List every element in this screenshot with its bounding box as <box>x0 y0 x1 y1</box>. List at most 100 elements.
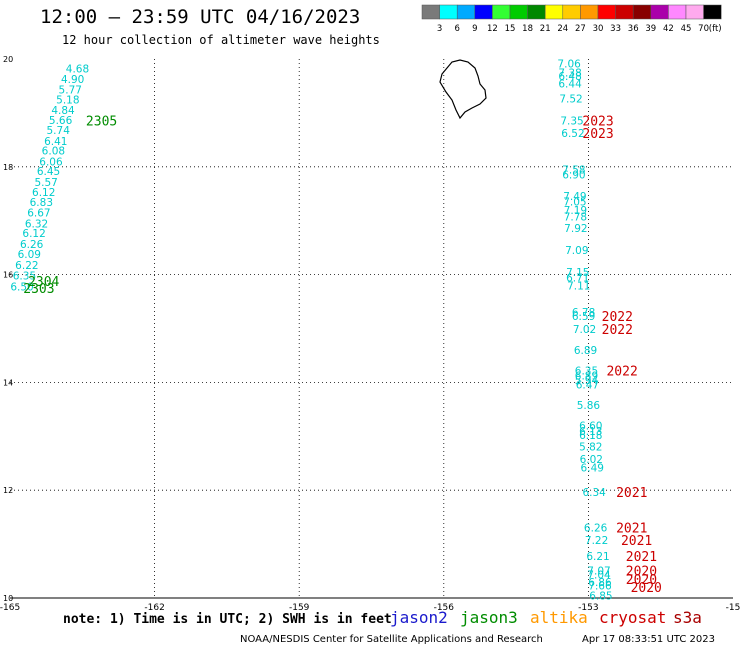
colorbar-swatch <box>632 4 652 20</box>
swh-value-label: 6.83 <box>30 197 53 209</box>
chart-subtitle: 12 hour collection of altimeter wave hei… <box>62 33 380 47</box>
swh-value-label: 6.59 <box>572 311 595 323</box>
x-tick-label: -15 <box>726 603 740 613</box>
swh-value-label: 6.13 <box>579 426 602 438</box>
swh-value-label: 6.18 <box>579 430 602 442</box>
time-annotation: 2022 <box>606 365 637 380</box>
colorbar-swatch <box>615 4 634 20</box>
swh-value-label: 7.04 <box>587 569 611 581</box>
colorbar-swatch <box>492 4 511 20</box>
swh-value-label: 6.21 <box>586 551 609 563</box>
swh-value-label: 6.32 <box>25 218 48 230</box>
y-tick-label: 10 <box>3 594 13 603</box>
swh-value-label: 6.12 <box>22 228 45 240</box>
x-tick-label: -165 <box>0 603 20 613</box>
wave-height-labels: 4.684.905.775.184.845.665.746.416.086.06… <box>10 58 612 602</box>
colorbar-label: 30 <box>593 24 604 34</box>
footer-timestamp: Apr 17 08:33:51 UTC 2023 <box>582 634 715 645</box>
swh-value-label: 5.57 <box>34 177 57 189</box>
x-tick-label: -153 <box>578 603 598 613</box>
colorbar-label: 70 <box>698 24 709 34</box>
swh-value-label: 6.89 <box>575 370 598 382</box>
swh-value-label: 6.86 <box>588 577 612 589</box>
swh-value-label: 5.66 <box>49 115 73 127</box>
y-tick-label: 16 <box>3 271 13 280</box>
colorbar-swatch <box>650 4 669 20</box>
time-annotation: 2020 <box>626 565 657 580</box>
legend-jason3: jason3 <box>460 608 518 627</box>
axes: -165 -162 -159 -156 -153 -15 10 12 14 16 18 20 <box>0 55 740 613</box>
swh-value-label: 6.26 <box>584 522 608 534</box>
time-annotation: 2021 <box>616 486 647 501</box>
colorbar-label: 27 <box>575 24 586 34</box>
swh-value-label: 6.50 <box>10 281 33 293</box>
swh-value-label: 5.94 <box>575 375 599 387</box>
swh-value-label: 6.78 <box>572 307 595 319</box>
swh-value-label: 6.22 <box>15 260 38 272</box>
swh-value-label: 6.85 <box>589 590 612 602</box>
swh-value-label: 7.19 <box>564 205 587 217</box>
x-tick-label: -156 <box>434 603 455 613</box>
time-annotation: 2020 <box>626 573 657 588</box>
colorbar-swatch <box>421 4 440 20</box>
legend-cryosat: cryosat <box>599 608 667 627</box>
legend-jason2: jason2 <box>390 608 448 627</box>
colorbar-label: 6 <box>454 24 459 34</box>
swh-value-label: 6.12 <box>32 187 55 199</box>
colorbar-label: 24 <box>557 24 568 34</box>
swh-value-label: 6.48 <box>558 71 581 83</box>
swh-value-label: 7.11 <box>567 280 590 292</box>
colorbar-swatch <box>668 4 687 20</box>
time-annotation: 2023 <box>582 114 613 129</box>
swh-value-label: 7.52 <box>559 93 582 105</box>
swh-value-label: 6.02 <box>580 454 603 466</box>
swh-value-label: 7.78 <box>564 211 587 223</box>
color-bar: 3 6 9 12 15 18 21 24 27 30 33 36 39 42 45 70 (ft) <box>421 4 722 34</box>
swh-value-label: 4.84 <box>51 105 75 117</box>
colorbar-swatch <box>456 4 476 20</box>
swh-value-label: 6.26 <box>20 239 44 251</box>
colorbar-swatch <box>597 4 616 20</box>
swh-value-label: 5.74 <box>47 125 71 137</box>
time-annotation: 2022 <box>602 310 633 325</box>
swh-value-label: 6.34 <box>582 487 606 499</box>
swh-value-label: 6.06 <box>39 156 63 168</box>
colorbar-swatch <box>544 4 564 20</box>
swh-value-label: 7.05 <box>563 196 586 208</box>
swh-value-label: 6.08 <box>42 146 65 158</box>
swh-value-label: 5.77 <box>59 85 82 97</box>
swh-value-label: 6.35 <box>575 366 598 378</box>
colorbar-label: 33 <box>610 24 621 34</box>
colorbar-label: 45 <box>681 24 692 34</box>
swh-value-label: 7.49 <box>563 191 586 203</box>
swh-value-label: 7.92 <box>564 223 587 235</box>
swh-value-label: 7.07 <box>587 566 610 578</box>
colorbar-label: 39 <box>645 24 656 34</box>
swh-value-label: 6.89 <box>574 345 597 357</box>
legend-s3a: s3a <box>673 608 702 627</box>
time-annotation: 2020 <box>631 581 662 596</box>
y-tick-label: 14 <box>3 378 13 387</box>
time-annotation: 2022 <box>602 323 633 338</box>
swh-value-label: 7.38 <box>558 67 581 79</box>
swh-value-label: 6.67 <box>27 208 50 220</box>
colorbar-label: 9 <box>472 24 477 34</box>
swh-value-label: 6.49 <box>581 463 604 475</box>
swh-value-label: 6.45 <box>37 166 60 178</box>
colorbar-swatch <box>509 4 528 20</box>
swh-value-label: 7.15 <box>566 267 589 279</box>
coastline-big-island <box>439 59 487 120</box>
swh-value-label: 7.22 <box>585 535 608 547</box>
chart-title: 12:00 – 23:59 UTC 04/16/2023 <box>40 6 361 28</box>
swh-value-label: 6.52 <box>561 128 584 140</box>
colorbar-label: 42 <box>663 24 674 34</box>
swh-value-label: 6.09 <box>18 249 41 261</box>
time-annotation: 2304 <box>28 275 59 290</box>
colorbar-label: 36 <box>628 24 639 34</box>
colorbar-label: 21 <box>540 24 551 34</box>
swh-value-label: 6.35 <box>13 271 36 283</box>
swh-value-label: 7.02 <box>573 324 596 336</box>
colorbar-swatch <box>474 4 493 20</box>
swh-value-label: 4.68 <box>66 64 89 76</box>
